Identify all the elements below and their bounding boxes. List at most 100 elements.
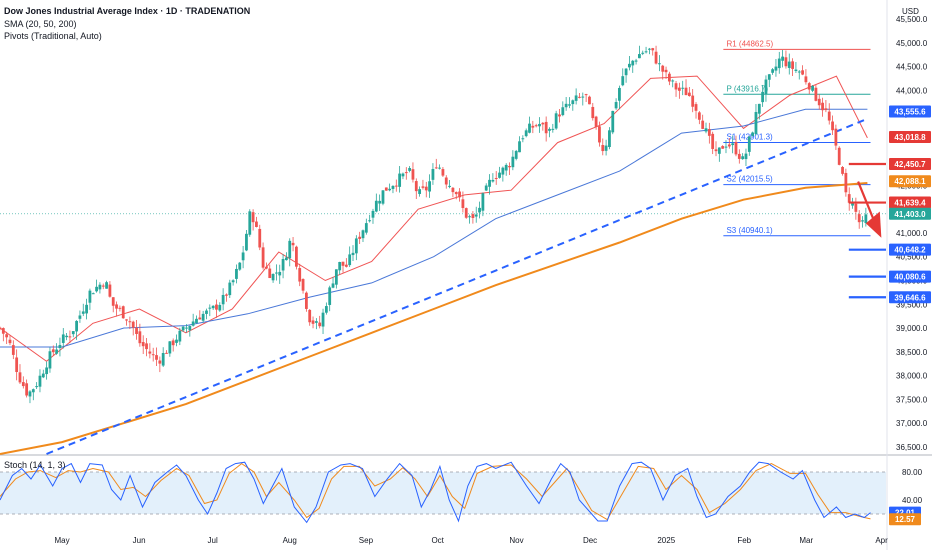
- time-tick-label: Oct: [431, 536, 444, 545]
- candle-body: [51, 349, 55, 353]
- candle-body: [744, 153, 748, 160]
- currency-label: USD: [902, 7, 919, 16]
- candle-body: [614, 102, 618, 109]
- candle-body: [817, 98, 821, 106]
- candle-body: [368, 220, 372, 222]
- candle-body: [634, 60, 638, 62]
- candle-body: [854, 203, 858, 212]
- candle-body: [488, 179, 491, 187]
- candle-body: [41, 373, 45, 378]
- candle-body: [561, 107, 565, 116]
- candle-body: [11, 345, 15, 355]
- candle-body: [238, 262, 242, 270]
- stoch-badge-bg: [889, 513, 921, 526]
- candle-body: [628, 63, 631, 68]
- candle-body: [631, 60, 635, 66]
- candle-body: [784, 57, 788, 67]
- time-tick-label: Dec: [583, 536, 597, 545]
- candle-body: [694, 104, 698, 111]
- candle-body: [168, 341, 172, 354]
- candle-body: [734, 141, 738, 155]
- candle-body: [265, 266, 268, 269]
- candle-body: [55, 349, 59, 354]
- price-badge: 42,088.1: [889, 175, 931, 188]
- candle-body: [624, 68, 628, 76]
- candle-body: [431, 169, 435, 180]
- candle-body: [781, 56, 785, 61]
- candle-body: [807, 83, 811, 90]
- candle-body: [814, 87, 818, 101]
- candle-body: [841, 166, 844, 174]
- candle-body: [711, 133, 715, 149]
- price-badge-bg: [889, 130, 931, 143]
- sma-legend[interactable]: SMA (20, 50, 200): [4, 19, 77, 29]
- candle-body: [178, 330, 182, 342]
- candle-body: [138, 331, 142, 344]
- candle-body: [324, 306, 328, 313]
- price-badge-text: 40,648.2: [894, 246, 926, 255]
- candle-body: [195, 318, 198, 324]
- candle-body: [221, 294, 225, 305]
- pivots-legend[interactable]: Pivots (Traditional, Auto): [4, 31, 102, 41]
- candle-body: [498, 172, 501, 178]
- candle-body: [534, 125, 538, 127]
- time-axis[interactable]: May Jun Jul Aug Sep Oct Nov Dec 2025 Feb Mar Apr: [54, 536, 888, 545]
- candle-body: [524, 130, 528, 137]
- candle-body: [218, 304, 222, 311]
- candle-body: [65, 335, 69, 338]
- candle-body: [261, 247, 265, 268]
- candle-body: [824, 108, 828, 111]
- candle-body: [754, 112, 758, 134]
- candle-body: [717, 147, 721, 154]
- candle-body: [657, 63, 661, 65]
- stoch-legend[interactable]: Stoch (14, 1, 3): [4, 460, 66, 470]
- candle-body: [771, 69, 775, 73]
- price-badge-text: 41,403.0: [894, 210, 926, 219]
- candle-body: [118, 307, 122, 309]
- candle-body: [468, 216, 471, 218]
- candle-body: [348, 254, 352, 266]
- stoch-d-line: [0, 462, 871, 521]
- candle-body: [228, 282, 232, 296]
- candle-body: [78, 315, 82, 319]
- price-badge-text: 40,080.6: [894, 273, 926, 282]
- stoch-tick-label: 40.00: [902, 496, 923, 505]
- time-tick-label: Aug: [283, 536, 297, 545]
- candle-body: [328, 287, 332, 305]
- moving-averages: [0, 75, 868, 455]
- time-tick-label: 2025: [657, 536, 675, 545]
- candle-body: [594, 116, 598, 128]
- price-axis[interactable]: 36,500.0 37,000.0 37,500.0 38,000.0 38,500.0…: [896, 7, 928, 452]
- price-tick-label: 44,000.0: [896, 86, 928, 95]
- candle-body: [371, 210, 375, 218]
- candle-body: [727, 144, 731, 147]
- arrow-shaft: [857, 181, 877, 224]
- price-tick-label: 38,500.0: [896, 348, 928, 357]
- candle-body: [334, 269, 338, 285]
- price-badge: 41,639.4: [889, 196, 931, 209]
- candle-body: [15, 357, 19, 373]
- candle-body: [255, 221, 258, 227]
- candle-body: [68, 336, 72, 338]
- candle-body: [714, 149, 718, 152]
- candle-body: [378, 200, 382, 204]
- price-badge: 43,018.8: [889, 130, 931, 143]
- candle-body: [501, 167, 505, 175]
- candle-body: [5, 334, 9, 338]
- candle-body: [411, 169, 415, 180]
- candle-body: [787, 61, 791, 68]
- candle-body: [604, 145, 608, 151]
- price-badge: 39,646.6: [889, 291, 931, 304]
- candle-body: [664, 69, 668, 73]
- candle-body: [414, 181, 418, 192]
- candle-body: [384, 187, 388, 191]
- candle-body: [687, 92, 691, 97]
- candle-body: [251, 212, 255, 223]
- candle-body: [215, 304, 218, 310]
- candle-body: [394, 185, 398, 187]
- candle-body: [258, 228, 262, 248]
- candle-body: [245, 233, 248, 251]
